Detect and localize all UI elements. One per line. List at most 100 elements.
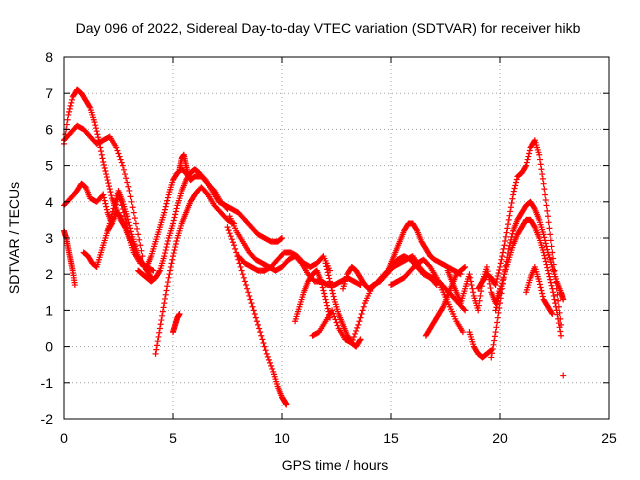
data-point [127, 228, 134, 235]
data-point [522, 163, 529, 170]
data-point [161, 300, 168, 307]
grid [64, 57, 609, 419]
data-point [100, 191, 107, 198]
data-point [155, 333, 162, 340]
data-point [268, 362, 275, 369]
data-point [162, 206, 169, 213]
y-tick-label: 5 [45, 158, 53, 174]
data-point [483, 263, 490, 270]
data-point [544, 213, 551, 220]
data-point [556, 324, 563, 331]
data-point [108, 221, 115, 228]
data-point [531, 222, 538, 229]
data-point [493, 304, 500, 311]
data-point [320, 287, 327, 294]
data-point [125, 183, 132, 190]
data-point [162, 203, 169, 210]
data-point [161, 209, 168, 216]
data-point [97, 144, 104, 151]
series-track-27 [523, 263, 556, 318]
data-point [548, 243, 555, 250]
data-point [540, 249, 547, 256]
data-point [356, 337, 363, 344]
data-point [554, 311, 561, 318]
data-point [546, 273, 553, 280]
data-point [185, 173, 192, 180]
data-point [71, 282, 78, 289]
chart-title: Day 096 of 2022, Sidereal Day-to-day VTE… [76, 20, 581, 36]
data-point [359, 307, 366, 314]
data-point [477, 292, 484, 299]
data-point [492, 329, 499, 336]
data-point [541, 234, 548, 241]
data-point [542, 237, 549, 244]
data-point [255, 321, 262, 328]
data-point [545, 219, 552, 226]
data-point [131, 215, 138, 222]
data-point [510, 188, 517, 195]
data-point [237, 263, 244, 270]
data-point [498, 283, 505, 290]
data-point [531, 204, 538, 211]
data-point [114, 147, 121, 154]
data-point [224, 224, 231, 231]
data-point [329, 307, 336, 314]
data-point [329, 290, 336, 297]
data-point [504, 225, 511, 232]
data-point [467, 274, 474, 281]
data-point [548, 282, 555, 289]
data-point [110, 205, 117, 212]
data-point [170, 250, 177, 257]
data-point [262, 347, 269, 354]
data-point [333, 319, 340, 326]
data-point [171, 247, 178, 254]
data-point [536, 156, 543, 163]
data-point [510, 191, 517, 198]
series-track-14 [235, 249, 333, 274]
data-point [324, 266, 331, 273]
data-point [65, 111, 72, 118]
data-point [497, 263, 503, 270]
data-point [176, 311, 183, 318]
data-point [523, 162, 530, 169]
data-point [63, 121, 70, 128]
data-point [357, 336, 364, 343]
data-point [499, 277, 506, 284]
data-point [500, 274, 507, 281]
data-point [265, 356, 272, 363]
data-point [492, 282, 499, 289]
data-point [173, 205, 180, 212]
data-point [512, 182, 519, 189]
data-point [462, 263, 469, 270]
data-point [550, 289, 557, 296]
data-point [92, 122, 99, 129]
data-point [223, 204, 230, 211]
data-point [269, 365, 276, 372]
data-point [354, 324, 361, 331]
data-point [93, 128, 100, 135]
data-point [249, 303, 256, 310]
data-point [170, 217, 177, 224]
series-track-25 [488, 198, 567, 361]
data-point [232, 245, 239, 252]
data-point [231, 242, 238, 249]
data-point [138, 247, 145, 254]
data-point [353, 327, 360, 334]
data-point [156, 268, 163, 275]
data-point [542, 191, 549, 198]
data-point [509, 230, 516, 237]
data-point [260, 339, 267, 346]
data-point [461, 306, 468, 313]
y-tick-label: -1 [41, 375, 54, 391]
data-point [164, 197, 171, 204]
y-tick-label: 1 [45, 302, 53, 318]
data-point [321, 290, 328, 297]
data-point [165, 274, 172, 281]
data-point [487, 285, 494, 292]
data-point [126, 222, 133, 229]
data-point [553, 307, 560, 314]
data-point [330, 310, 337, 317]
data-point [332, 316, 339, 323]
data-point [499, 253, 506, 260]
data-point [493, 324, 500, 331]
